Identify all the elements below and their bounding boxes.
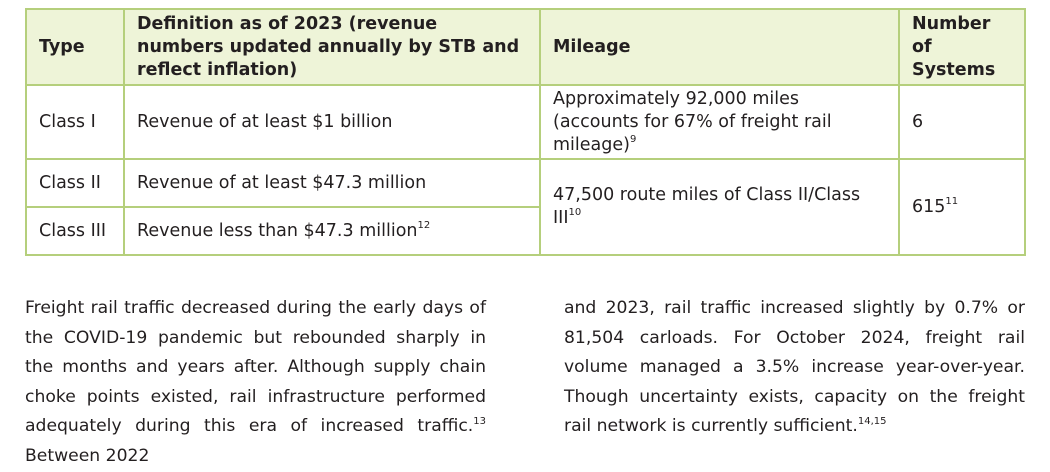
- paragraph: and 2023, rail traffic increased slightl…: [564, 294, 1025, 442]
- paragraph-tail: Between 2022: [25, 445, 150, 466]
- cell-mileage-merged: 47,500 route miles of Class II/Class III…: [539, 158, 900, 256]
- footnote-ref: 9: [629, 133, 637, 145]
- table-row: Class III Revenue less than $47.3 millio…: [25, 206, 1025, 256]
- footnote-ref: 10: [568, 207, 582, 219]
- paragraph-text: Freight rail traffic decreased during th…: [25, 298, 486, 437]
- header-type: Type: [25, 8, 125, 86]
- cell-type: Class II: [25, 158, 125, 208]
- definition-text: Revenue less than $47.3 million: [137, 220, 418, 241]
- footnote-ref: 11: [945, 195, 959, 207]
- footnote-ref: 12: [417, 219, 431, 231]
- document-page: Type Definition as of 2023 (revenue numb…: [25, 8, 1026, 466]
- header-systems: Number of Systems: [898, 8, 1026, 86]
- cell-systems: 6: [898, 84, 1026, 160]
- cell-systems-merged: 61511: [898, 158, 1026, 256]
- footnote-ref: 14,15: [857, 415, 887, 427]
- header-definition: Definition as of 2023 (revenue numbers u…: [123, 8, 541, 86]
- paragraph-text: and 2023, rail traffic increased slightl…: [564, 298, 1025, 437]
- table-row: Class I Revenue of at least $1 billion A…: [25, 84, 1026, 160]
- mileage-text: 47,500 route miles of Class II/Class III: [553, 185, 861, 228]
- footnote-ref: 13: [473, 415, 486, 427]
- railroad-class-table: Type Definition as of 2023 (revenue numb…: [25, 8, 1026, 256]
- cell-type: Class I: [25, 84, 125, 160]
- table-row: Class II Revenue of at least $47.3 milli…: [25, 158, 1026, 256]
- cell-definition: Revenue of at least $1 billion: [123, 84, 541, 160]
- cell-type: Class III: [25, 206, 125, 256]
- cell-mileage: Approximately 92,000 miles (accounts for…: [539, 84, 900, 160]
- mileage-text: Approximately 92,000 miles (accounts for…: [553, 88, 832, 155]
- cell-definition: Revenue less than $47.3 million12: [123, 206, 541, 256]
- paragraph: Freight rail traffic decreased during th…: [25, 294, 486, 472]
- systems-text: 615: [912, 196, 946, 217]
- table-header-row: Type Definition as of 2023 (revenue numb…: [25, 8, 1026, 86]
- header-mileage: Mileage: [539, 8, 900, 86]
- body-column-left: Freight rail traffic decreased during th…: [25, 294, 486, 472]
- body-column-right: and 2023, rail traffic increased slightl…: [564, 294, 1025, 442]
- cell-definition: Revenue of at least $47.3 million: [123, 158, 541, 208]
